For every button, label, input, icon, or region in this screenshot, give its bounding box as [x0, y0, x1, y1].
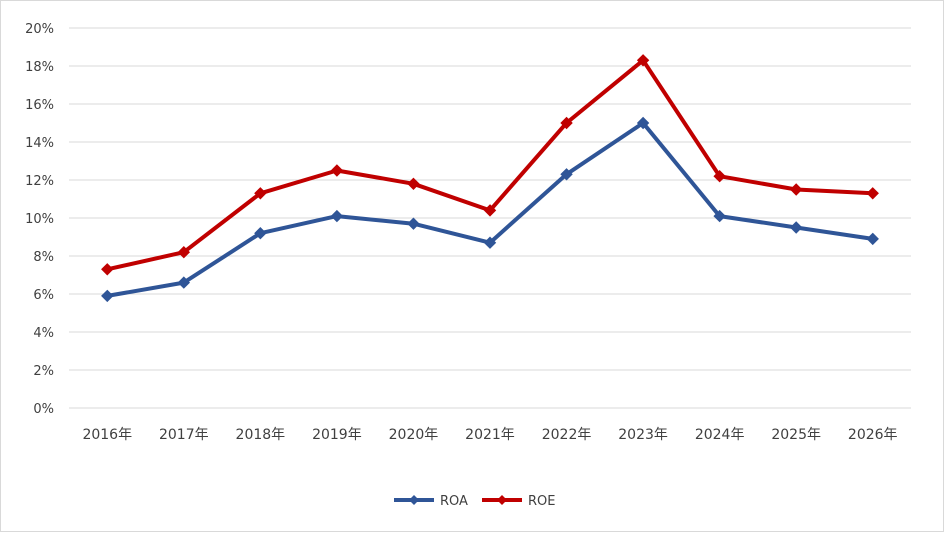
x-tick-label: 2024年 [695, 427, 745, 443]
y-tick-label: 6% [33, 288, 54, 303]
legend-label: ROE [528, 494, 555, 509]
x-tick-label: 2017年 [159, 427, 209, 443]
data-point-roe [560, 116, 573, 130]
data-point-roa [407, 217, 420, 230]
data-point-roe [866, 187, 879, 200]
data-point-roe [789, 183, 803, 196]
gridlines [69, 27, 911, 409]
data-point-roa [330, 209, 344, 223]
x-tick-label: 2023年 [618, 427, 668, 443]
y-tick-label: 0% [33, 402, 54, 417]
data-point-roe [177, 245, 191, 259]
legend-item-roe: ROE [482, 494, 555, 509]
data-point-roe [330, 164, 344, 177]
y-tick-label: 10% [25, 212, 54, 227]
x-tick-label: 2020年 [389, 427, 439, 443]
data-point-roa [254, 226, 267, 240]
data-point-roa [789, 221, 803, 234]
x-tick-label: 2016年 [82, 427, 132, 443]
series-roa [101, 116, 879, 303]
data-point-roa [483, 236, 497, 249]
x-tick-label: 2026年 [848, 427, 898, 443]
y-tick-label: 18% [25, 60, 54, 75]
legend-label: ROA [440, 494, 468, 509]
y-axis: 0% 2% 4% 6% 8% 10% 12% 14% 16% 18% 20% [25, 22, 54, 417]
data-point-roe [483, 204, 497, 217]
y-tick-label: 16% [25, 98, 54, 113]
x-tick-label: 2025年 [771, 427, 821, 443]
data-point-roa [101, 289, 114, 303]
data-point-roa [866, 232, 879, 246]
x-tick-label: 2018年 [236, 427, 286, 443]
data-point-roe [101, 263, 114, 276]
legend: ROA ROE [394, 494, 555, 509]
data-point-roe [636, 54, 650, 67]
legend-marker [409, 495, 419, 505]
legend-marker [497, 495, 507, 505]
series-roe [101, 54, 879, 276]
y-tick-label: 20% [25, 22, 54, 37]
x-tick-label: 2022年 [542, 427, 592, 443]
data-point-roa [636, 116, 650, 130]
y-tick-label: 8% [33, 250, 54, 265]
data-point-roe [254, 187, 267, 200]
data-point-roa [713, 209, 726, 223]
x-tick-label: 2019年 [312, 427, 362, 443]
data-point-roa [560, 168, 573, 181]
legend-item-roa: ROA [394, 494, 468, 509]
y-tick-label: 2% [33, 364, 54, 379]
data-point-roe [407, 177, 420, 191]
y-tick-label: 14% [25, 136, 54, 151]
data-point-roa [177, 276, 191, 289]
y-tick-label: 12% [25, 174, 54, 189]
data-point-roe [713, 169, 726, 183]
x-axis: 2016年 2017年 2018年 2019年 2020年 2021年 2022年 2023年… [82, 427, 897, 443]
series-group [101, 54, 879, 303]
x-tick-label: 2021年 [465, 427, 515, 443]
y-tick-label: 4% [33, 326, 54, 341]
